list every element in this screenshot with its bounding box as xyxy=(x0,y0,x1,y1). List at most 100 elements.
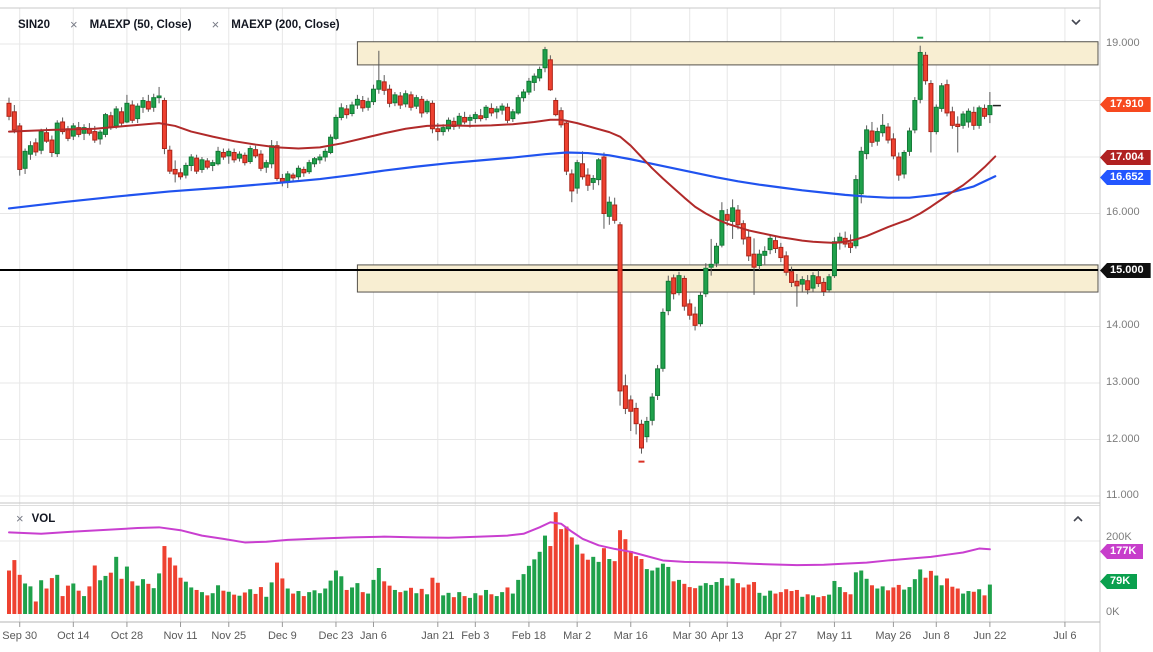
time-axis[interactable]: Sep 30 Oct 14 Oct 28 Nov 11 Nov 25 Dec 9 Dec 2… xyxy=(0,630,1100,650)
volume-bar xyxy=(607,559,612,614)
x-axis-label: Dec 23 xyxy=(318,630,354,642)
volume-bar xyxy=(280,578,285,614)
volume-bar xyxy=(189,587,194,614)
x-axis-label: Jan 21 xyxy=(421,630,455,642)
candle xyxy=(735,209,741,226)
candle xyxy=(558,110,564,126)
candle xyxy=(247,148,253,163)
candle xyxy=(644,420,650,438)
candle xyxy=(344,108,350,116)
candle xyxy=(831,241,837,277)
x-axis-label: Mar 30 xyxy=(672,630,707,642)
volume-bar xyxy=(39,580,44,614)
candle xyxy=(515,97,521,114)
volume-bar xyxy=(709,584,714,614)
volume-bar xyxy=(912,579,917,614)
candle xyxy=(226,150,232,157)
candle xyxy=(976,107,982,126)
volume-bar xyxy=(108,572,113,614)
volume-bar xyxy=(103,575,108,614)
candle xyxy=(708,263,714,268)
volume-ma-badge: 177K xyxy=(1100,544,1144,559)
volume-bar xyxy=(167,557,172,614)
candle xyxy=(376,80,382,90)
last-volume-badge: 79K xyxy=(1100,574,1138,589)
candle xyxy=(54,122,60,155)
volume-bar xyxy=(462,596,467,614)
volume-bar xyxy=(532,559,537,614)
volume-bar xyxy=(939,585,944,614)
candle xyxy=(740,223,746,240)
price-axis-label: 14.000 xyxy=(1106,319,1140,331)
candle xyxy=(553,100,559,116)
volume-bar xyxy=(494,596,499,614)
candle xyxy=(253,149,259,157)
volume-bar xyxy=(199,592,204,614)
candle xyxy=(435,128,441,133)
candle xyxy=(397,95,403,106)
candle xyxy=(858,150,864,195)
candle xyxy=(97,131,103,140)
candle xyxy=(633,407,639,425)
volume-bar xyxy=(843,592,848,614)
volume-bar xyxy=(698,585,703,614)
price-axis-label: 13.000 xyxy=(1106,376,1140,388)
candle xyxy=(488,107,494,114)
volume-bar xyxy=(435,582,440,614)
volume-bar xyxy=(328,580,333,614)
volume-bar xyxy=(124,566,129,614)
candle xyxy=(44,132,50,142)
candle xyxy=(370,88,376,103)
chevron-up-icon[interactable] xyxy=(1070,511,1086,532)
volume-bar xyxy=(837,587,842,614)
highlight-zone xyxy=(356,264,1099,293)
close-icon[interactable]: × xyxy=(16,511,24,526)
candle xyxy=(864,129,870,155)
volume-bar xyxy=(768,590,773,614)
volume-bar xyxy=(178,577,183,614)
volume-bar xyxy=(242,592,247,614)
candle xyxy=(794,280,800,287)
volume-bar xyxy=(194,589,199,614)
candle xyxy=(483,106,489,118)
volume-bar xyxy=(880,586,885,614)
candle xyxy=(504,106,510,121)
close-icon[interactable]: × xyxy=(69,17,78,32)
candle xyxy=(215,150,221,165)
volume-bar xyxy=(183,581,188,614)
volume-bar xyxy=(467,597,472,614)
candle xyxy=(38,131,44,151)
candle xyxy=(236,153,242,159)
candle xyxy=(413,97,419,107)
volume-bar xyxy=(60,596,65,614)
volume-bar xyxy=(548,546,553,614)
candle xyxy=(167,149,173,172)
chevron-down-icon[interactable] xyxy=(1068,14,1084,35)
volume-bar xyxy=(17,574,22,614)
volume-bar xyxy=(253,593,258,614)
candle xyxy=(928,83,934,133)
candle xyxy=(987,105,993,116)
candle xyxy=(145,101,151,110)
symbol-title: SIN20 xyxy=(18,18,50,31)
volume-bar xyxy=(473,593,478,614)
volume-bar xyxy=(119,578,124,614)
close-icon[interactable]: × xyxy=(211,17,220,32)
volume-bar xyxy=(752,582,757,614)
candle xyxy=(263,162,269,168)
candle xyxy=(917,51,923,100)
volume-bar xyxy=(945,578,949,614)
candle xyxy=(885,126,891,141)
volume-indicator-label: VOL xyxy=(31,512,56,525)
volume-bar xyxy=(821,596,826,614)
candle xyxy=(312,158,318,165)
volume-bar xyxy=(618,530,623,614)
volume-ma-line xyxy=(8,521,991,567)
volume-bar xyxy=(773,593,778,614)
volume-bar xyxy=(510,593,515,614)
candle xyxy=(730,207,736,222)
candle xyxy=(151,97,157,108)
candle xyxy=(874,131,880,142)
